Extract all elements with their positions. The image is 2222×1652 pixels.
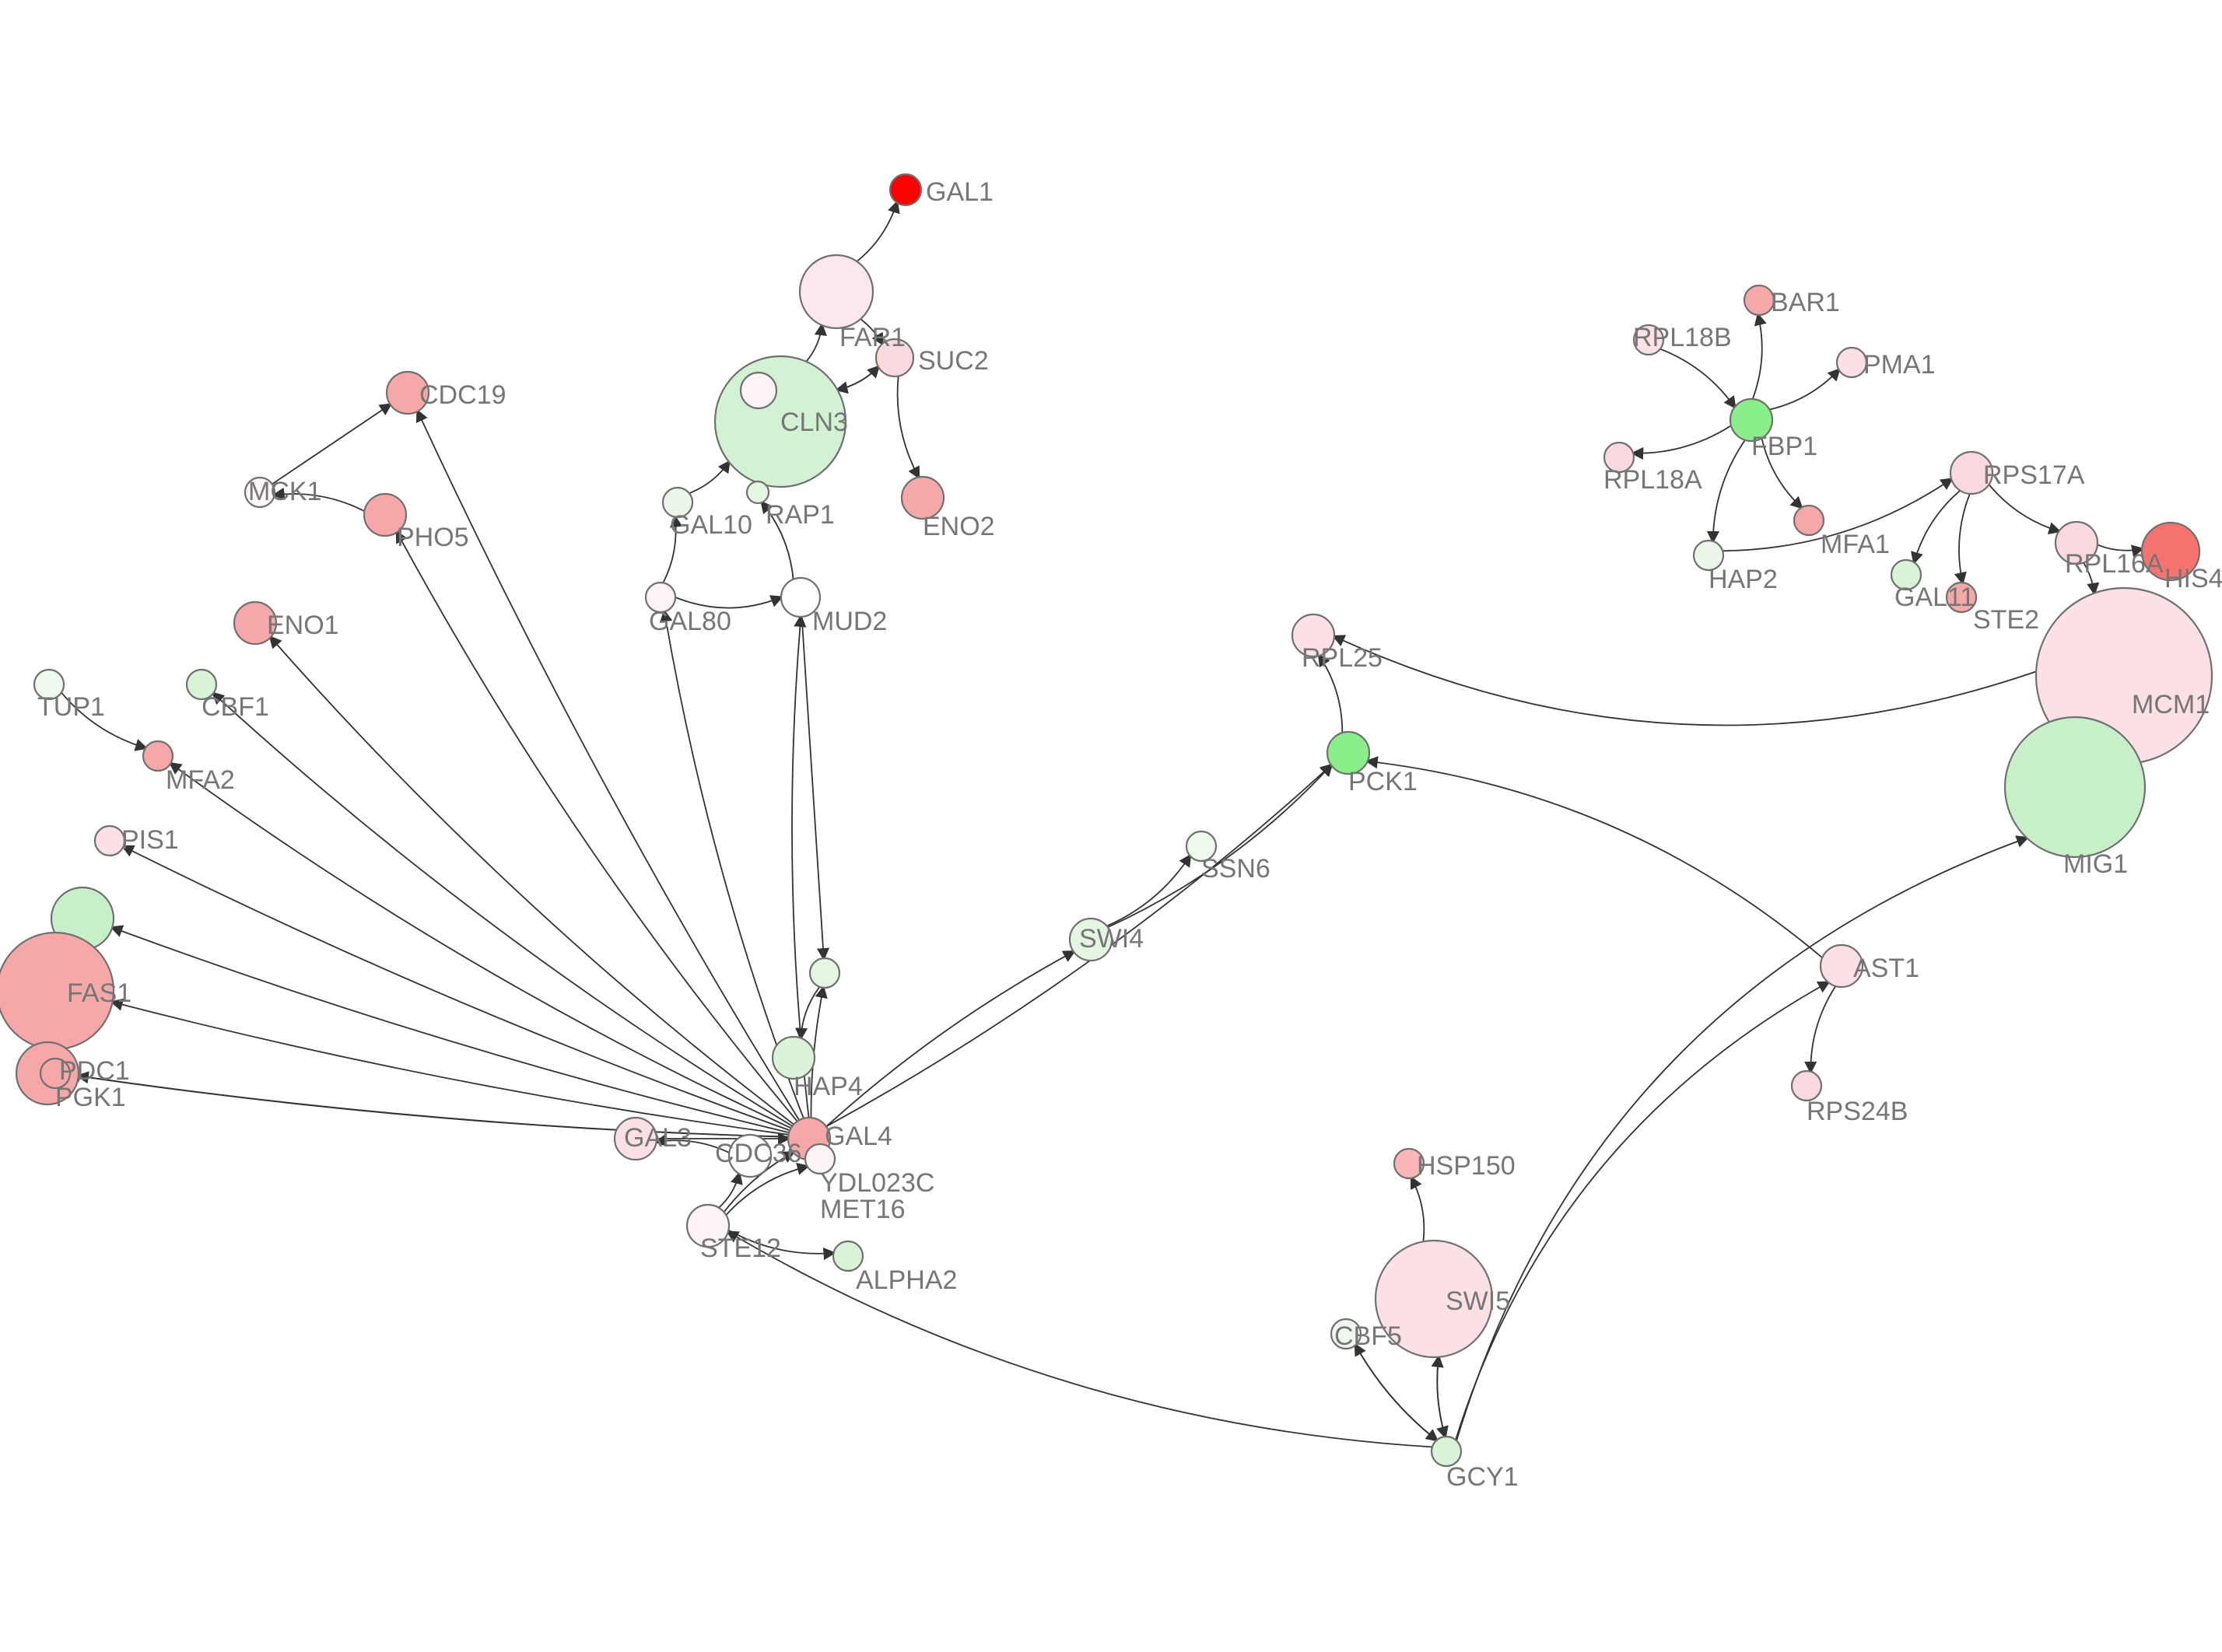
svg-text:SWI5: SWI5 [1446, 1286, 1510, 1316]
svg-text:MCK1: MCK1 [248, 477, 321, 506]
svg-text:PHO5: PHO5 [397, 523, 469, 552]
svg-text:YDL023C: YDL023C [820, 1168, 934, 1198]
svg-text:GAL4: GAL4 [825, 1122, 892, 1151]
svg-text:GAL3: GAL3 [624, 1123, 692, 1153]
svg-text:RPL16A: RPL16A [2065, 549, 2164, 579]
svg-text:RPS17A: RPS17A [1983, 460, 2085, 490]
svg-text:CBF1: CBF1 [202, 692, 269, 722]
svg-text:HSP150: HSP150 [1417, 1151, 1516, 1181]
svg-text:SSN6: SSN6 [1201, 854, 1270, 884]
svg-text:SWI4: SWI4 [1079, 924, 1144, 954]
svg-text:GAL11: GAL11 [1894, 583, 1975, 612]
svg-text:ENO2: ENO2 [923, 512, 995, 541]
svg-text:CDC36: CDC36 [715, 1139, 801, 1168]
svg-text:FAR1: FAR1 [839, 323, 906, 352]
svg-text:CLN3: CLN3 [780, 408, 848, 437]
svg-text:MUD2: MUD2 [812, 607, 887, 636]
svg-text:PIS1: PIS1 [121, 825, 179, 855]
svg-text:AST1: AST1 [1853, 954, 1919, 983]
svg-text:HIS4: HIS4 [2164, 564, 2222, 593]
svg-text:ALPHA2: ALPHA2 [856, 1265, 957, 1295]
svg-text:MET16: MET16 [820, 1195, 906, 1224]
svg-text:GAL80: GAL80 [649, 607, 731, 636]
svg-text:STE12: STE12 [700, 1234, 781, 1263]
svg-text:MFA2: MFA2 [166, 765, 235, 795]
svg-text:RAP1: RAP1 [766, 500, 835, 530]
svg-text:RPL18A: RPL18A [1603, 465, 1702, 495]
svg-text:PGK1: PGK1 [55, 1083, 126, 1112]
svg-text:RPL25: RPL25 [1302, 643, 1383, 673]
svg-text:HAP2: HAP2 [1709, 565, 1778, 594]
svg-text:ENO1: ENO1 [267, 611, 339, 640]
svg-text:MFA1: MFA1 [1821, 530, 1890, 559]
svg-text:BAR1: BAR1 [1771, 288, 1840, 317]
svg-text:PCK1: PCK1 [1348, 767, 1418, 796]
svg-text:PMA1: PMA1 [1863, 350, 1936, 380]
svg-text:FAS1: FAS1 [67, 978, 131, 1008]
svg-text:TUP1: TUP1 [37, 692, 105, 722]
svg-text:CBF5: CBF5 [1334, 1321, 1402, 1351]
svg-text:RPL18B: RPL18B [1633, 323, 1732, 352]
svg-text:GCY1: GCY1 [1446, 1462, 1519, 1492]
svg-text:GAL1: GAL1 [926, 177, 994, 207]
svg-text:GAL10: GAL10 [670, 510, 752, 540]
svg-text:STE2: STE2 [1973, 605, 2039, 635]
svg-text:PDC1: PDC1 [59, 1056, 130, 1086]
svg-text:MIG1: MIG1 [2063, 849, 2128, 879]
svg-text:MCM1: MCM1 [2132, 690, 2210, 719]
svg-text:HAP4: HAP4 [794, 1072, 863, 1101]
svg-text:CDC19: CDC19 [419, 380, 506, 410]
svg-text:FBP1: FBP1 [1751, 432, 1817, 461]
svg-text:SUC2: SUC2 [918, 346, 989, 376]
svg-text:RPS24B: RPS24B [1807, 1097, 1908, 1126]
